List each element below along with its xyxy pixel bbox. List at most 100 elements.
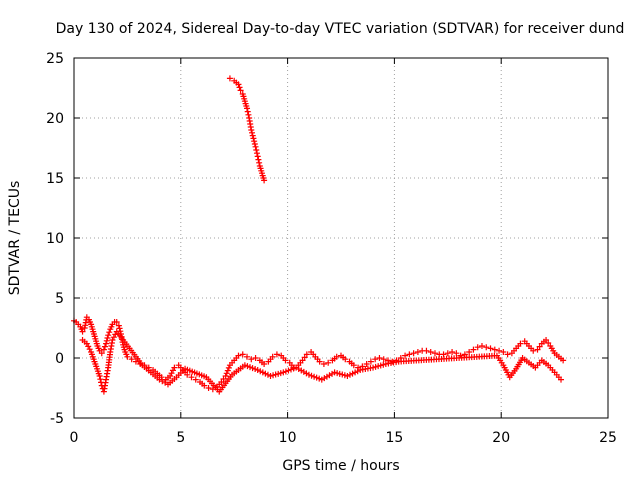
data-point xyxy=(470,346,477,353)
data-point xyxy=(261,177,268,184)
data-point xyxy=(483,344,490,351)
data-point xyxy=(105,332,112,339)
data-point xyxy=(363,361,370,367)
data-point xyxy=(249,132,256,139)
x-tick-label: 15 xyxy=(385,430,403,446)
data-point xyxy=(244,108,251,115)
data-point xyxy=(104,335,111,341)
data-point xyxy=(205,385,212,391)
data-point xyxy=(406,351,413,358)
data-point xyxy=(325,359,332,366)
chart-title: Day 130 of 2024, Sidereal Day-to-day VTE… xyxy=(56,21,625,37)
data-point xyxy=(517,340,524,347)
data-point xyxy=(188,374,195,381)
data-point xyxy=(106,329,113,336)
y-tick-label: 15 xyxy=(46,171,64,187)
data-point xyxy=(97,376,104,383)
data-point xyxy=(461,351,468,358)
data-point xyxy=(269,353,276,360)
x-tick-label: 5 xyxy=(176,430,185,446)
data-point xyxy=(414,349,421,355)
axis-ticks: 0 5 10 15 20 25 -5 0 5 10 15 20 25 xyxy=(46,51,617,446)
data-point xyxy=(244,105,251,112)
x-tick-label: 25 xyxy=(599,430,617,446)
data-point xyxy=(248,356,255,363)
data-point xyxy=(254,153,261,160)
y-tick-label: -5 xyxy=(50,411,64,427)
data-point xyxy=(115,322,122,329)
data-point xyxy=(101,343,108,350)
data-point xyxy=(474,344,481,351)
data-point xyxy=(256,159,263,166)
grid-lines xyxy=(74,58,608,418)
data-point xyxy=(558,376,565,383)
y-tick-label: 25 xyxy=(46,51,64,67)
data-point xyxy=(487,345,494,352)
data-point xyxy=(235,81,242,88)
data-point xyxy=(320,361,327,367)
data-point xyxy=(226,75,233,82)
data-point xyxy=(113,319,120,325)
data-point xyxy=(235,352,242,359)
y-axis-label: SDTVAR / TECUs xyxy=(7,181,23,296)
data-point xyxy=(431,350,438,357)
data-point xyxy=(376,355,383,361)
x-axis-label: GPS time / hours xyxy=(282,458,399,474)
data-points xyxy=(71,75,567,395)
data-point xyxy=(478,343,485,349)
data-point xyxy=(261,361,268,367)
data-point xyxy=(224,367,231,374)
data-point xyxy=(316,358,323,365)
data-point xyxy=(100,346,107,353)
data-point xyxy=(249,129,255,136)
data-point xyxy=(253,150,260,157)
data-point xyxy=(124,353,131,360)
data-point xyxy=(423,347,430,354)
data-point xyxy=(427,349,434,355)
data-point xyxy=(116,325,123,332)
data-point xyxy=(245,111,252,118)
data-point xyxy=(350,362,357,369)
data-point xyxy=(410,350,417,357)
x-tick-label: 10 xyxy=(279,430,297,446)
data-point xyxy=(171,364,178,371)
data-point xyxy=(255,156,262,163)
data-point xyxy=(444,350,451,357)
data-point xyxy=(248,127,255,133)
data-point xyxy=(504,351,511,358)
data-point xyxy=(223,370,230,377)
y-tick-label: 0 xyxy=(55,351,64,367)
data-point xyxy=(372,356,379,363)
data-point xyxy=(303,351,310,358)
data-point xyxy=(496,347,503,354)
data-point xyxy=(128,356,135,363)
y-tick-label: 5 xyxy=(55,291,64,307)
data-point xyxy=(491,346,498,353)
data-point xyxy=(103,337,110,344)
data-point xyxy=(250,135,257,142)
plot-frame xyxy=(73,57,609,419)
data-point xyxy=(192,376,199,383)
data-point xyxy=(251,141,258,147)
data-point xyxy=(222,373,229,379)
data-point xyxy=(560,357,567,364)
data-point xyxy=(98,350,105,357)
data-point xyxy=(253,147,260,153)
data-point xyxy=(252,355,259,361)
data-point xyxy=(466,349,473,355)
data-point xyxy=(252,143,259,150)
data-point xyxy=(273,351,280,358)
x-tick-label: 0 xyxy=(70,430,79,446)
x-tick-label: 20 xyxy=(492,430,510,446)
data-point xyxy=(103,340,110,347)
y-tick-label: 20 xyxy=(46,111,64,127)
data-point xyxy=(342,356,349,363)
data-point xyxy=(184,371,191,378)
data-point xyxy=(380,356,387,363)
data-point xyxy=(239,351,246,358)
data-point xyxy=(500,349,507,355)
data-point xyxy=(449,349,456,355)
data-point xyxy=(333,353,340,360)
data-point xyxy=(282,357,289,364)
